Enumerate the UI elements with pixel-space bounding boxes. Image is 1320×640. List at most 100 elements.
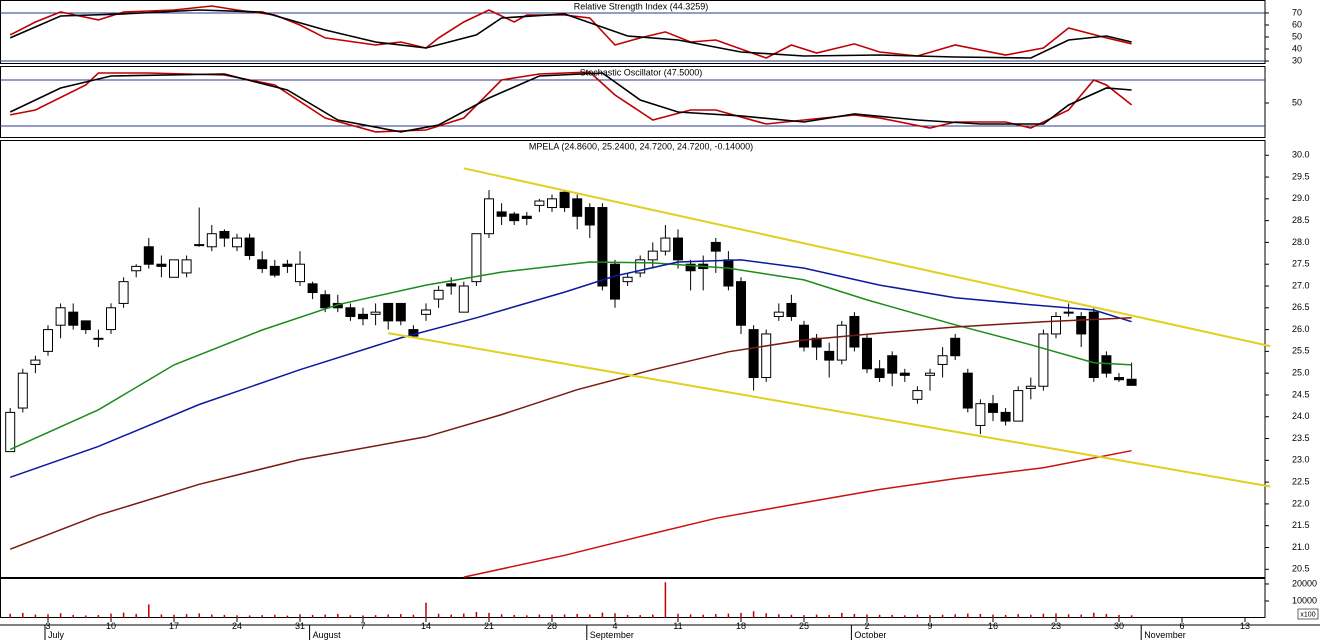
volume-bar [916,614,919,618]
candle-body [421,309,431,315]
candle-body [1063,311,1074,314]
volume-bar [904,615,906,618]
panel-frame [0,578,1266,618]
volume-bar [1067,614,1070,618]
candle-body [68,311,79,326]
y-tick-label: 70 [1292,7,1302,17]
y-tick-label: 28.5 [1292,215,1310,225]
volume-bar [211,614,213,618]
candle-body [1101,355,1112,374]
y-tick-label: 60 [1292,19,1302,29]
volume-bar [727,613,730,618]
candle-body [1038,333,1049,387]
candle-body [307,283,318,294]
volume-bar [223,614,226,618]
panel-title: Relative Strength Index (44.3259) [574,1,709,11]
x-tick-label: 18 [736,621,746,631]
indicator-line [9,261,1132,451]
volume-bar [22,612,24,618]
x-tick-label: 13 [1240,621,1250,631]
y-tick-label: 21.0 [1292,542,1310,552]
volume-bar [425,602,427,618]
candle-body [849,316,860,348]
indicator-line [9,317,1132,550]
x-tick-label: 21 [484,621,494,631]
candle-body [206,233,217,248]
volume-bar [702,614,704,618]
y-tick-label: 26.5 [1292,302,1310,312]
candle-body [1088,311,1099,379]
volume-bar [500,614,503,618]
candle-body [30,359,41,365]
candle-body [874,368,885,379]
candle-body [899,372,910,376]
panel-frame [0,66,1266,138]
candle-body [635,259,646,274]
volume-bar [122,612,125,618]
x-tick-label: 30 [1114,621,1124,631]
volume-bar [513,614,515,618]
volume-bar [362,615,364,618]
trend-line [463,167,1271,348]
candle-body [824,350,835,361]
volume-bar [236,615,238,618]
volume-bar [790,614,793,618]
x-tick-label: 4 [612,621,617,631]
volume-bar [488,612,490,618]
candle-body [282,263,293,267]
candle-body [458,285,469,313]
candle-body [572,198,583,217]
candle-body [736,281,746,326]
y-tick-label: 40 [1292,43,1302,53]
candle-body [937,355,948,365]
volume-bar [1080,614,1082,618]
volume-bar [160,614,163,618]
y-tick-label: 29.0 [1292,193,1310,203]
candle-body [761,333,772,379]
y-tick-label: 20.5 [1292,564,1310,574]
candle-body [1076,316,1087,335]
candle-body [597,207,608,287]
indicator-line [9,259,1132,479]
volume-bar [185,614,188,618]
volume-bar [173,614,175,618]
volume-bar [853,613,856,618]
volume-bar [954,614,956,618]
candle-body [786,302,797,318]
candle-body [194,244,205,247]
y-tick-label: 10000 [1292,595,1317,605]
indicator-line [9,72,1132,133]
panel-title: Stochastic Oscillator (47.5000) [580,67,703,77]
trend-line [388,332,1271,488]
volume-bar [299,614,301,618]
month-label: October [854,630,886,640]
candle-body [80,320,91,331]
candle-body [647,250,658,261]
candle-body [131,265,142,272]
candle-body [17,372,28,409]
volume-bar [1105,613,1108,618]
volume-bar [929,615,931,618]
y-tick-label: 30.0 [1292,150,1310,160]
candle-body [862,337,872,370]
y-tick-label: 21.5 [1292,520,1310,530]
candle-body [484,198,494,235]
panel-frame [0,0,1266,64]
month-label: July [48,630,65,640]
candle-body [219,231,230,239]
candle-body [345,307,356,318]
x-tick-label: 11 [673,621,682,631]
x-tick-label: 17 [169,621,179,631]
volume-bar [59,613,62,618]
volume-bar [664,582,667,618]
y-tick-label: 20000 [1292,578,1317,588]
candle-body [547,198,557,209]
volume-bar [34,614,37,618]
volume-bar [941,614,944,618]
candle-body [395,302,406,322]
candle-body [1126,378,1137,386]
candle-body [975,403,986,426]
x-tick-label: 25 [799,621,809,631]
volume-bar [286,615,289,618]
candle-body [723,259,734,287]
